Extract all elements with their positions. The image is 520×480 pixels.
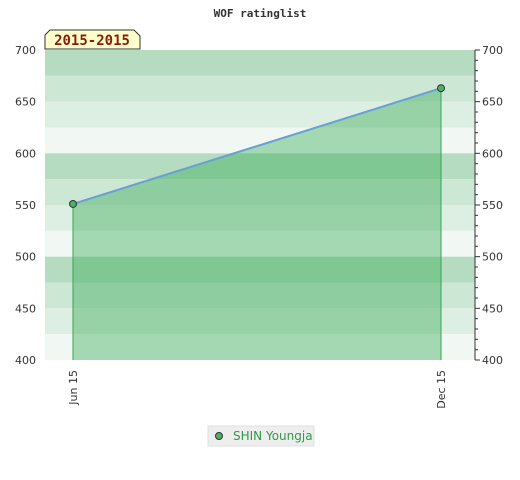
series-area [73,88,441,360]
y-tick-label-right: 500 [482,251,503,264]
series-lines [72,87,442,205]
data-point[interactable] [437,84,445,93]
x-tick-label: Jun 15 [67,370,80,406]
area-layer [72,88,442,360]
y-tick-label-right: 400 [482,354,503,367]
y-tick-label-left: 550 [15,199,36,212]
plot-band [45,127,475,154]
plot-band [45,179,475,205]
y-tick-label-left: 600 [15,147,36,160]
y-tick-label-left: 650 [15,96,36,109]
legend-label: SHIN Youngja [233,429,313,443]
y-tick-label-left: 500 [15,251,36,264]
y-tick-label-left: 450 [15,302,36,315]
period-badge: 2015-2015 [44,29,141,50]
plot-band [45,153,475,180]
y-tick-label-left: 400 [15,354,36,367]
y-tick-label-right: 550 [482,199,503,212]
plot-band [45,308,475,335]
plot-band [45,50,475,76]
legend-marker-icon [215,432,223,440]
plot-band [45,205,475,231]
plot-band [45,256,475,283]
y-tick-label-right: 700 [482,44,503,57]
plot-band [45,334,475,360]
chart-title: WOF ratinglist [214,7,307,20]
y-tick-label-right: 600 [482,147,503,160]
y-tick-label-right: 450 [482,302,503,315]
period-badge-text: 2015-2015 [54,33,130,49]
y-tick-label-right: 650 [482,96,503,109]
series-line [72,87,442,205]
series-points [69,84,445,208]
plot-bands [45,50,475,360]
plot-band [45,101,475,128]
legend[interactable]: SHIN Youngja [207,425,315,447]
y-tick-label-left: 700 [15,44,36,57]
x-tick-label: Dec 15 [435,370,448,409]
plot-band [45,230,475,257]
plot-band [45,75,475,102]
plot-band [45,282,475,309]
data-point[interactable] [69,199,77,208]
axes: 400 400 450 450 500 500 550 550 600 600 650 650 700 7… [15,44,503,409]
